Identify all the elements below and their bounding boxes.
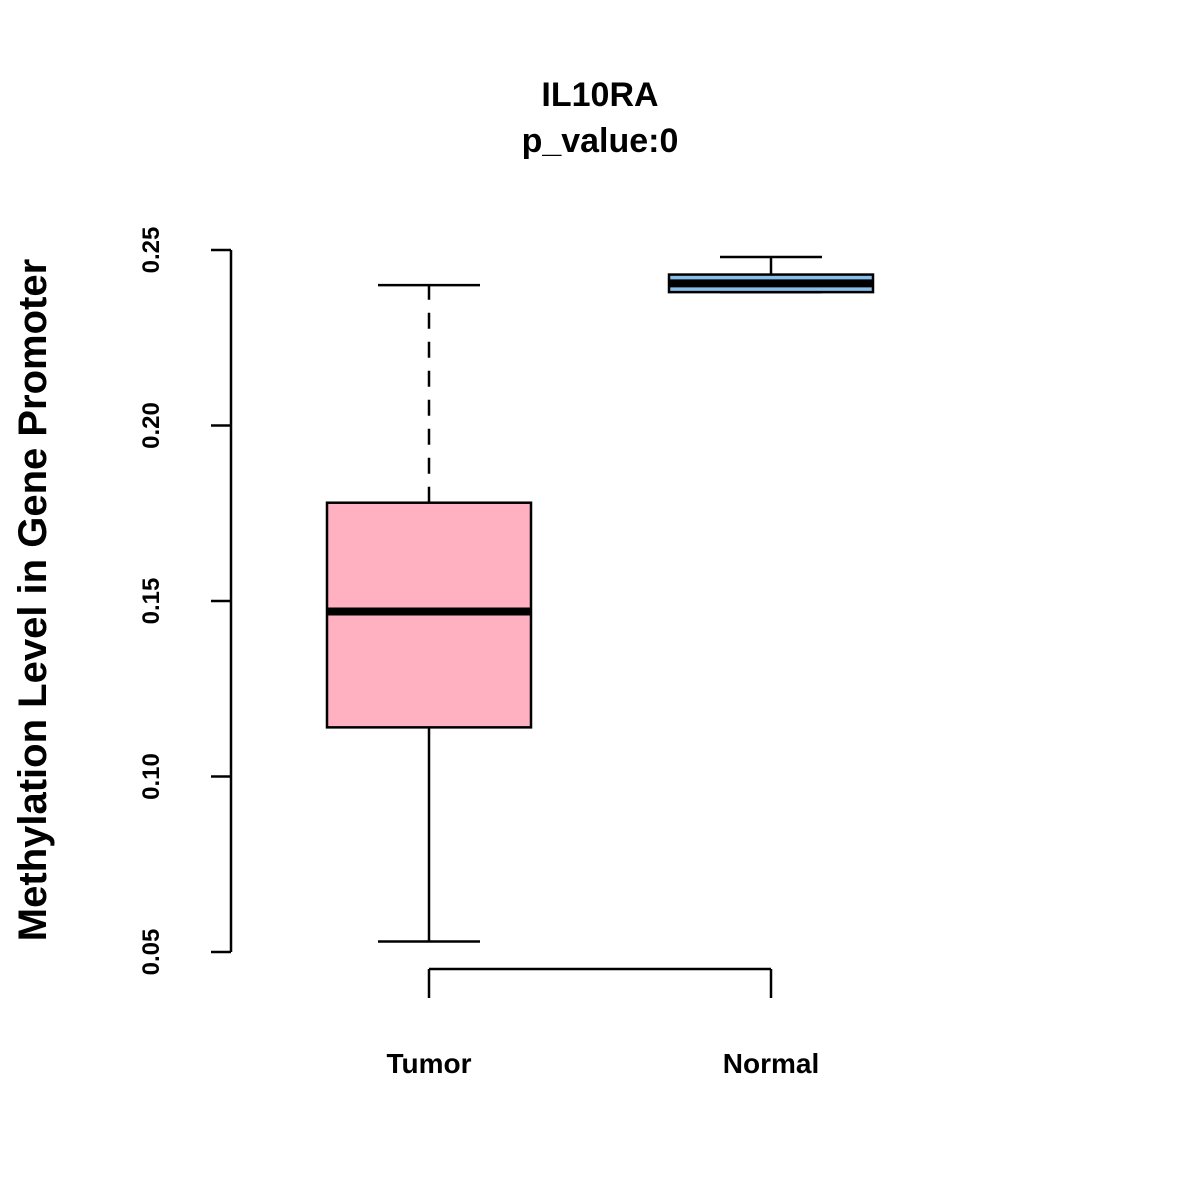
box-tumor	[325, 283, 533, 943]
y-axis: 0.05 0.10 0.15 0.20 0.25	[138, 227, 233, 976]
x-tick-label: Normal	[723, 1048, 819, 1079]
box-series	[325, 255, 875, 943]
y-axis-label: Methylation Level in Gene Promoter	[11, 259, 55, 941]
x-tick-label: Tumor	[386, 1048, 471, 1079]
y-tick-label: 0.20	[138, 402, 165, 449]
chart-title: IL10RA	[541, 76, 658, 114]
y-tick-label: 0.10	[138, 753, 165, 800]
x-axis: Tumor Normal	[386, 967, 819, 1079]
y-tick-label: 0.05	[138, 929, 165, 976]
chart-subtitle: p_value:0	[522, 122, 679, 160]
y-tick-label: 0.25	[138, 227, 165, 274]
box-normal	[667, 255, 875, 294]
y-tick-label: 0.15	[138, 578, 165, 625]
